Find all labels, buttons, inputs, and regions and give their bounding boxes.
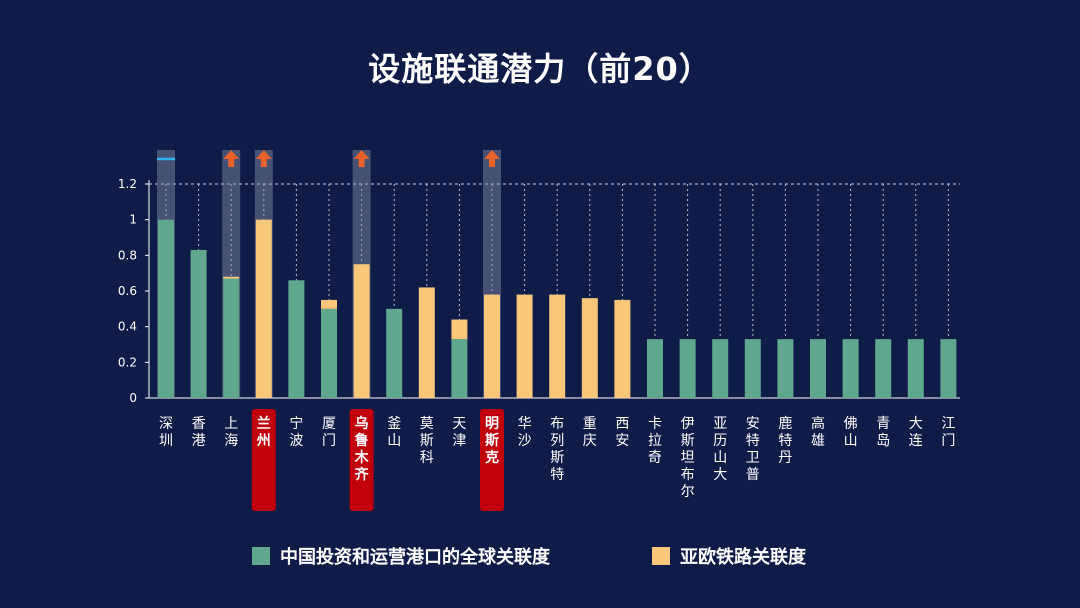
bar-port	[712, 339, 729, 398]
legend-item-rail: 亚欧铁路关联度	[652, 543, 806, 569]
bar-port	[940, 339, 957, 398]
bar-rail	[614, 299, 631, 398]
bar-port	[223, 278, 240, 398]
bar-port	[647, 339, 663, 398]
bar-rail	[353, 264, 370, 398]
up-arrow-icon	[353, 150, 370, 167]
y-tick-label: 0.6	[118, 284, 137, 298]
legend-swatch-rail	[652, 547, 670, 565]
bar-port	[679, 339, 696, 398]
x-tick-label: 江门	[941, 416, 955, 449]
bar-port	[451, 339, 468, 398]
y-tick-label: 0	[129, 391, 137, 405]
x-tick-label: 鹿特丹	[778, 415, 792, 466]
bar-port	[190, 249, 207, 398]
bar-port	[321, 308, 337, 398]
bar-port	[875, 339, 892, 398]
bar-rail	[516, 294, 533, 398]
x-tick-label: 香港	[192, 416, 206, 449]
x-tick-label: 莫斯科	[420, 416, 434, 466]
highlight-box	[251, 409, 276, 511]
bar-port	[907, 339, 924, 398]
x-tick-label: 釜山	[387, 416, 401, 449]
bar-port	[842, 339, 859, 398]
x-tick-label: 卡拉奇	[648, 416, 662, 466]
bar-rail	[581, 298, 598, 398]
legend-swatch-port	[252, 547, 270, 565]
bar-port	[386, 308, 403, 398]
y-tick-label: 0.4	[118, 320, 137, 334]
x-tick-label: 上海	[224, 416, 238, 449]
x-tick-label: 明斯克	[485, 416, 499, 466]
up-arrow-icon	[255, 150, 272, 167]
x-tick-label: 天津	[452, 416, 466, 449]
y-tick-label: 1	[129, 213, 137, 227]
x-tick-label: 重庆	[583, 416, 597, 449]
bar-rail	[451, 319, 468, 340]
x-tick-label: 西安	[615, 416, 629, 449]
bar-rail	[223, 276, 240, 279]
bar-rail	[484, 294, 500, 398]
x-tick-label: 佛山	[844, 416, 858, 449]
bar-port	[810, 339, 826, 398]
up-arrow-icon	[223, 150, 240, 167]
chart-title: 设施联通潜力（前20）	[368, 50, 712, 88]
bar-port	[158, 219, 174, 398]
bar-rail	[255, 219, 272, 398]
bar-rail	[549, 294, 566, 398]
bar-port	[744, 339, 761, 398]
x-tick-label: 高雄	[811, 415, 825, 449]
highlight-box	[349, 409, 374, 511]
x-tick-label: 亚历山大	[713, 416, 727, 483]
x-tick-label: 青岛	[876, 416, 890, 449]
y-tick-label: 1.2	[118, 177, 137, 191]
bar-port	[288, 280, 305, 398]
x-tick-label: 布列斯特	[550, 416, 564, 483]
x-tick-label: 兰州	[256, 415, 271, 449]
x-tick-label: 乌鲁木齐	[354, 415, 370, 483]
y-tick-label: 0.8	[118, 248, 137, 262]
legend-item-port: 中国投资和运营港口的全球关联度	[252, 543, 550, 569]
bar-port	[777, 339, 794, 398]
legend-label-port: 中国投资和运营港口的全球关联度	[280, 547, 550, 568]
bar-rail	[418, 287, 435, 398]
x-tick-label: 深圳	[159, 416, 173, 449]
x-tick-label: 安特卫普	[746, 416, 760, 483]
legend-label-rail: 亚欧铁路关联度	[680, 547, 806, 568]
x-tick-label: 华沙	[518, 416, 532, 449]
x-tick-label: 伊斯坦布尔	[681, 416, 695, 500]
highlight-box	[480, 409, 504, 511]
up-arrow-icon	[484, 150, 500, 167]
y-tick-label: 0.2	[118, 355, 137, 369]
x-tick-label: 宁波	[289, 415, 303, 449]
bar-rail	[321, 299, 337, 309]
x-tick-label: 厦门	[322, 416, 336, 449]
x-tick-label: 大连	[909, 416, 923, 449]
